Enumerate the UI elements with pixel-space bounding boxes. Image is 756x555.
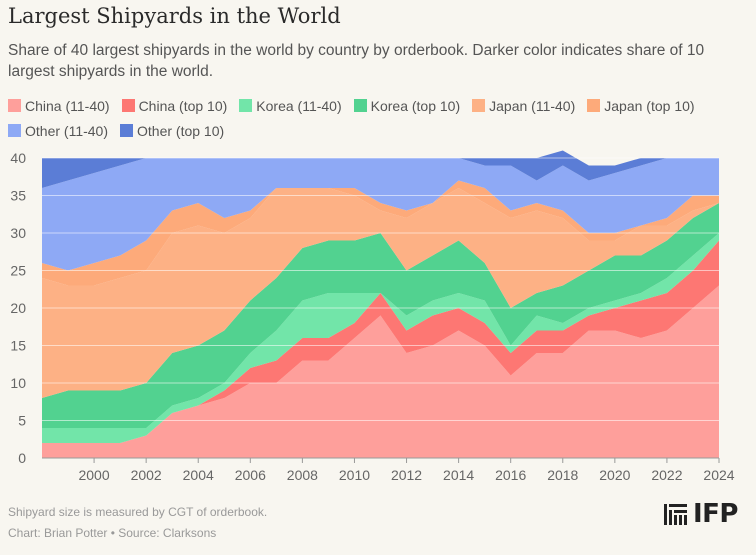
y-tick-label: 10 <box>10 375 26 391</box>
legend-swatch <box>587 99 601 112</box>
y-tick-label: 20 <box>10 300 26 316</box>
legend-item: Other (top 10) <box>120 119 224 144</box>
x-tick-label: 2022 <box>651 467 682 483</box>
y-tick-label: 25 <box>10 263 26 279</box>
area-series <box>42 203 719 428</box>
x-tick-label: 2014 <box>443 467 474 483</box>
legend-label: Other (top 10) <box>137 123 225 139</box>
legend-swatch <box>472 99 486 112</box>
legend-label: Japan (top 10) <box>604 98 695 114</box>
chart-legend: China (11-40) China (top 10) Korea (11-40)… <box>8 94 748 144</box>
area-series <box>42 158 719 271</box>
legend-swatch <box>8 124 21 137</box>
x-tick-label: 2002 <box>131 467 162 483</box>
x-tick-label: 2012 <box>391 467 422 483</box>
legend-label: Korea (11-40) <box>256 98 342 114</box>
legend-swatch <box>121 99 135 112</box>
x-tick-label: 2024 <box>703 467 734 483</box>
area-series <box>42 188 719 398</box>
legend-item: China (11-40) <box>8 94 110 119</box>
x-tick-label: 2004 <box>183 467 214 483</box>
legend-label: Japan (11-40) <box>489 98 576 114</box>
y-tick-label: 35 <box>10 188 26 204</box>
legend-swatch <box>8 99 21 112</box>
legend-item: Japan (11-40) <box>472 94 575 119</box>
chart-credit: Chart: Brian Potter • Source: Clarksons <box>8 526 217 540</box>
legend-swatch <box>239 99 253 112</box>
ifp-logo: IFP <box>663 499 739 529</box>
legend-label: China (11-40) <box>25 98 110 114</box>
legend-label: China (top 10) <box>138 98 228 114</box>
x-tick-label: 2000 <box>78 467 109 483</box>
x-tick-label: 2010 <box>339 467 370 483</box>
legend-item: Japan (top 10) <box>587 94 695 119</box>
y-tick-label: 15 <box>10 338 26 354</box>
footnote: Shipyard size is measured by CGT of orde… <box>8 505 268 519</box>
legend-item: Other (11-40) <box>8 119 108 144</box>
y-tick-label: 5 <box>18 413 26 429</box>
y-tick-label: 0 <box>18 450 26 466</box>
legend-item: Korea (top 10) <box>353 94 461 119</box>
x-tick-label: 2018 <box>547 467 578 483</box>
logo-mark-icon <box>664 504 687 525</box>
area-series <box>42 150 719 188</box>
legend-item: China (top 10) <box>121 94 228 119</box>
x-tick-label: 2016 <box>495 467 526 483</box>
legend-swatch <box>353 99 367 112</box>
x-tick-label: 2008 <box>287 467 318 483</box>
stacked-area-chart: 0 5 10 15 20 25 30 35 40 2000 2002 2004 2006 2008 2010… <box>10 150 734 483</box>
legend-label: Korea (top 10) <box>370 98 461 114</box>
y-tick-label: 40 <box>10 150 26 166</box>
logo-text: IFP <box>693 499 739 529</box>
area-series <box>42 285 719 458</box>
x-tick-label: 2006 <box>235 467 266 483</box>
y-tick-label: 30 <box>10 225 26 241</box>
legend-label: Other (11-40) <box>25 123 108 139</box>
chart-title: Largest Shipyards in the World <box>8 4 341 28</box>
legend-swatch <box>120 124 133 137</box>
legend-item: Korea (11-40) <box>239 94 342 119</box>
chart-subtitle: Share of 40 largest shipyards in the wor… <box>8 42 705 80</box>
x-tick-label: 2020 <box>599 467 630 483</box>
